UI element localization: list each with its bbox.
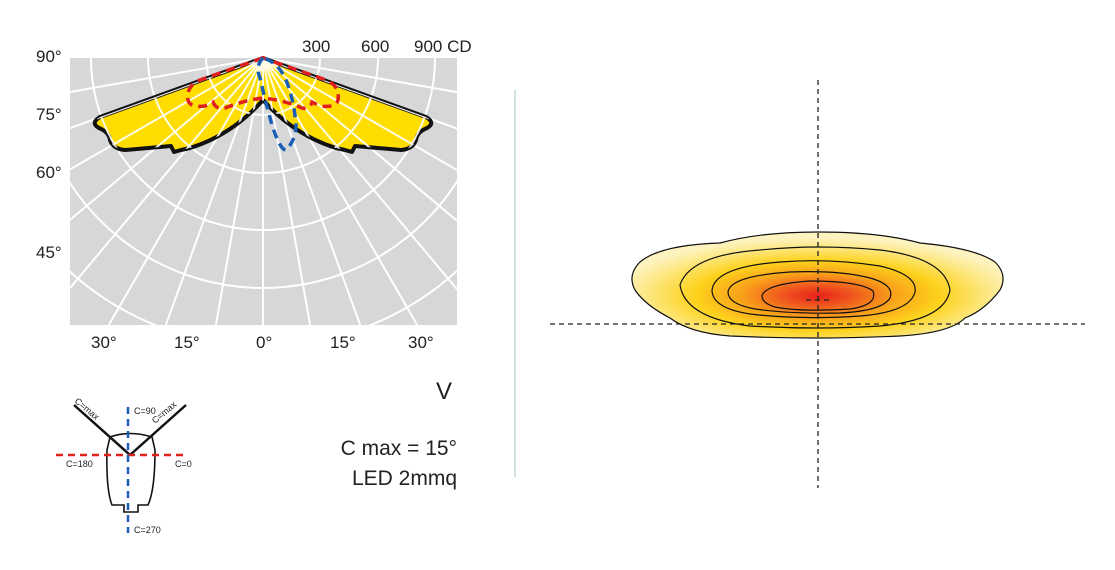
angle-label-45: 45°: [36, 243, 62, 262]
isolux-contour-5: [761, 280, 875, 311]
angle-label-60: 60°: [36, 163, 62, 182]
angle-label-bottom-0: 0°: [256, 333, 272, 352]
angle-label-bottom-15-left: 15°: [174, 333, 200, 352]
angle-label-90: 90°: [36, 47, 62, 66]
angle-label-bottom-30-left: 30°: [91, 333, 117, 352]
cmax-right-line: [129, 404, 187, 456]
cd-tick-600: 600: [361, 37, 389, 56]
grid-radial-line: [262, 58, 362, 152]
cd-tick-900: 900 CD: [414, 37, 472, 56]
angle-label-bottom-15-right: 15°: [330, 333, 356, 352]
c270-label: C=270: [134, 525, 161, 535]
grid-radial-line: [262, 58, 312, 152]
grid-radial-line: [262, 58, 457, 94]
angle-label-bottom-30-right: 30°: [408, 333, 434, 352]
isolux-map: [550, 80, 1085, 488]
c90-label: C=90: [134, 406, 156, 416]
isolux-contour-3: [711, 260, 916, 319]
luminaire-body-icon: [106, 432, 156, 513]
grid-radial-line: [262, 58, 432, 152]
isolux-contour-4: [727, 271, 892, 314]
cmax-left-line: [73, 404, 131, 456]
isolux-outer-contour: [631, 231, 1004, 339]
grid-radial-line: [94, 58, 264, 152]
angle-label-75: 75°: [36, 105, 62, 124]
led-label: LED 2mmq: [352, 467, 457, 490]
grid-radial-line: [107, 58, 264, 152]
c0-label: C=0: [175, 459, 192, 469]
c180-label: C=180: [66, 459, 93, 469]
v-label: V: [436, 378, 452, 405]
intensity-curve-c90-c270: [256, 56, 298, 152]
grid-radial-line: [214, 58, 264, 152]
luminaire-legend: C=max C=max C=90 C=180 C=0 C=270: [56, 396, 192, 535]
grid-radial-line: [70, 58, 264, 93]
c-max-label: C max = 15°: [341, 437, 457, 460]
isolux-contour-2: [679, 246, 951, 329]
intensity-curve-c0-c180: [186, 56, 340, 111]
grid-radial-line: [262, 58, 432, 152]
grid-radial-line: [94, 58, 264, 152]
cd-tick-300: 300: [302, 37, 330, 56]
